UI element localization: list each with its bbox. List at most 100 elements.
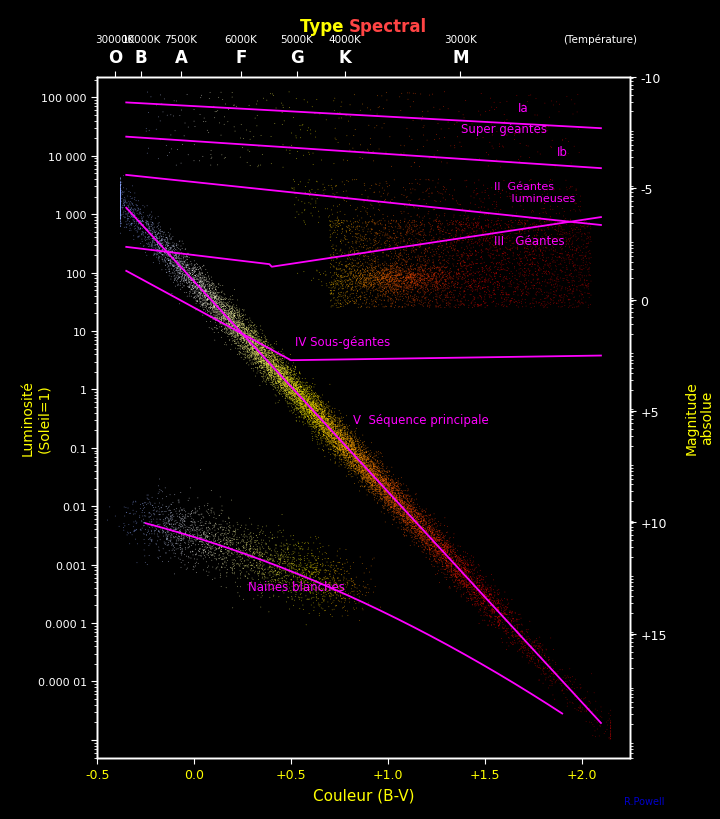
Point <box>416 527 428 540</box>
Point <box>320 427 332 440</box>
Point <box>289 376 300 389</box>
Point <box>450 240 462 253</box>
Point <box>340 604 351 618</box>
Point <box>524 259 536 272</box>
Point <box>297 564 309 577</box>
Point <box>248 331 259 344</box>
Point <box>160 260 171 273</box>
Point <box>540 266 552 279</box>
Point <box>504 278 516 292</box>
Point <box>350 451 361 464</box>
Point <box>571 243 582 256</box>
Point <box>366 478 378 491</box>
Point <box>377 267 389 280</box>
Point <box>301 388 312 401</box>
Point <box>313 407 325 420</box>
Point <box>582 287 593 301</box>
Point <box>226 305 238 318</box>
Point <box>428 232 439 245</box>
Point <box>426 230 438 243</box>
Point <box>264 367 275 380</box>
Point <box>168 276 179 289</box>
Point <box>413 519 424 532</box>
Point <box>516 625 528 638</box>
Point <box>475 573 487 586</box>
Point <box>381 282 392 295</box>
Point <box>278 357 289 370</box>
Point <box>220 301 231 314</box>
Point <box>279 373 291 387</box>
Point <box>408 511 420 524</box>
Point <box>293 390 305 403</box>
Point <box>590 731 601 744</box>
Point <box>251 335 262 348</box>
Point <box>496 603 508 616</box>
Point <box>441 549 452 562</box>
Point <box>205 296 217 310</box>
Point <box>114 195 126 208</box>
Point <box>377 268 389 281</box>
Point <box>233 324 245 337</box>
Point <box>375 486 387 499</box>
Point <box>188 280 199 293</box>
Point <box>165 523 176 536</box>
Point <box>319 411 330 424</box>
Point <box>257 348 269 361</box>
Point <box>446 224 458 237</box>
Point <box>413 540 424 553</box>
Point <box>533 283 544 296</box>
Point <box>393 516 405 529</box>
Point <box>466 559 477 572</box>
Point <box>223 311 235 324</box>
Point <box>288 404 300 417</box>
Point <box>373 469 384 482</box>
Point <box>423 217 435 230</box>
Point <box>179 548 190 561</box>
Point <box>325 577 336 590</box>
Point <box>205 291 217 304</box>
Point <box>428 560 440 573</box>
Point <box>346 241 357 254</box>
Point <box>428 285 439 298</box>
Point <box>258 353 269 366</box>
Point <box>340 451 351 464</box>
Point <box>407 498 418 511</box>
Point <box>469 292 480 305</box>
Point <box>420 537 431 550</box>
Point <box>367 468 379 482</box>
Point <box>515 151 526 164</box>
Point <box>541 265 552 278</box>
Point <box>549 233 560 246</box>
Point <box>567 241 578 254</box>
Point <box>199 543 211 556</box>
Point <box>461 580 472 593</box>
Point <box>374 470 386 483</box>
Point <box>356 269 368 282</box>
Point <box>217 304 229 317</box>
Point <box>534 639 545 652</box>
Point <box>114 194 126 207</box>
Point <box>282 391 294 405</box>
Point <box>420 229 431 242</box>
Point <box>444 547 455 560</box>
Point <box>327 428 338 441</box>
Point <box>541 662 553 675</box>
Point <box>562 228 574 241</box>
Point <box>359 461 371 474</box>
Point <box>465 279 477 292</box>
Point <box>318 407 330 420</box>
Point <box>153 233 164 246</box>
Point <box>366 469 378 482</box>
Point <box>170 547 181 560</box>
Point <box>554 235 566 248</box>
Point <box>215 286 227 299</box>
Point <box>266 345 277 358</box>
Point <box>345 215 356 229</box>
Point <box>383 481 395 494</box>
Point <box>377 284 388 297</box>
Point <box>342 574 354 587</box>
Point <box>207 561 219 574</box>
Point <box>301 593 312 606</box>
Point <box>364 269 376 282</box>
Point <box>405 503 416 516</box>
